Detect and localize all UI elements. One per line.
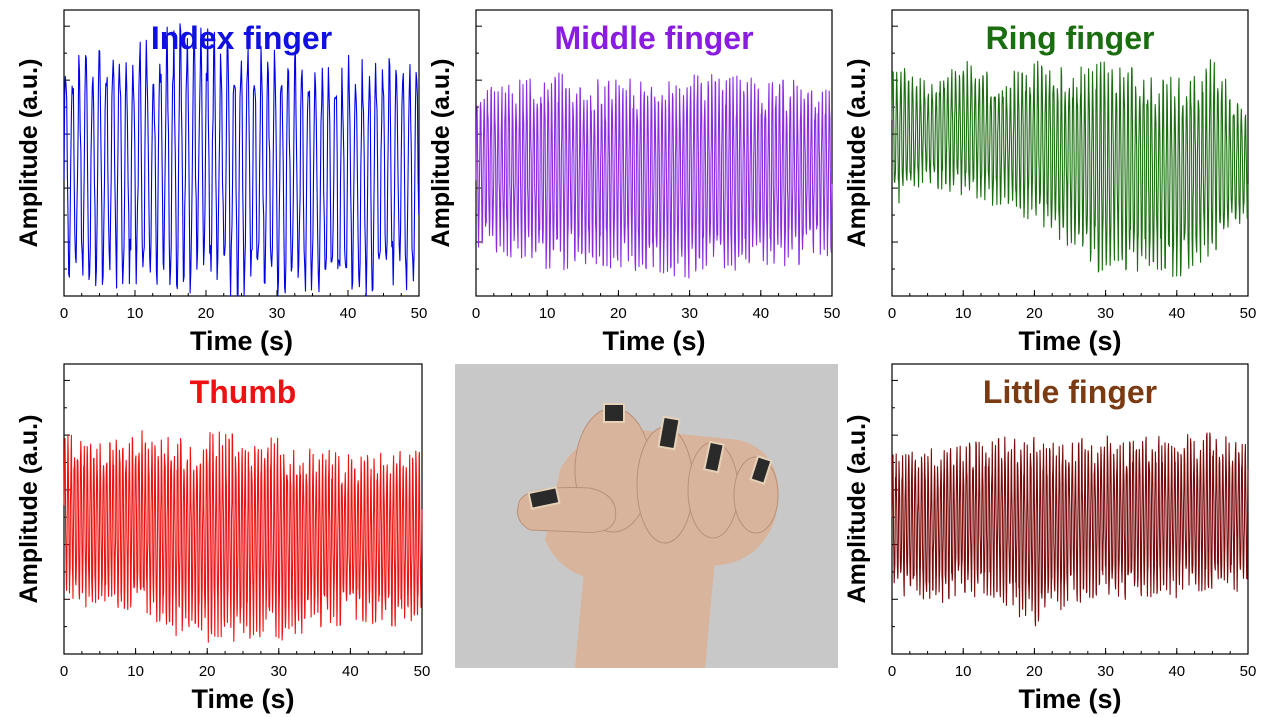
panel-thumb: 0 10 20 30 40 50 Thumb Time (s) Amplitude (a.u.) <box>15 363 431 714</box>
x-tick-label: 0 <box>888 305 896 322</box>
x-tick-label: 50 <box>414 663 431 680</box>
signal-trace <box>63 430 423 643</box>
panel-index-finger: 0 10 20 30 40 50 Index finger Time (s) Amplitude… <box>15 9 428 356</box>
signal-trace <box>891 59 1249 278</box>
panel-little-finger: 0 10 20 30 40 50 Little finger Time (s) Amplitud… <box>843 363 1257 714</box>
x-tick-label: 40 <box>1168 663 1185 680</box>
signal-trace <box>891 432 1249 627</box>
x-tick-label: 20 <box>1026 305 1043 322</box>
x-tick-label: 30 <box>1097 305 1114 322</box>
panel-title: Little finger <box>983 374 1157 410</box>
x-tick-label: 30 <box>1097 663 1114 680</box>
panel-ring-finger: 0 10 20 30 40 50 Ring finger Time (s) Amplitude … <box>843 9 1257 356</box>
x-axis-label: Time (s) <box>602 326 705 356</box>
x-tick-label: 40 <box>752 305 769 322</box>
x-tick-label: 50 <box>411 305 428 322</box>
hand-photo <box>455 364 838 668</box>
x-tick-label: 30 <box>270 663 287 680</box>
thumb-sensor <box>527 486 561 510</box>
panel-title: Ring finger <box>986 20 1155 56</box>
x-axis-label: Time (s) <box>1018 326 1121 356</box>
x-tick-label: 20 <box>610 305 627 322</box>
finger-sensor <box>703 440 725 474</box>
panel-title: Thumb <box>190 374 297 410</box>
finger-sensor <box>603 403 625 423</box>
x-tick-label: 10 <box>955 663 972 680</box>
y-axis-label: Amplitude (a.u.) <box>843 415 871 604</box>
signal-trace <box>63 23 420 297</box>
finger-sensor <box>657 415 681 451</box>
x-tick-label: 20 <box>1026 663 1043 680</box>
x-tick-label: 40 <box>340 305 357 322</box>
x-tick-label: 20 <box>198 305 215 322</box>
forearm <box>575 560 715 668</box>
x-axis-label: Time (s) <box>191 684 294 714</box>
x-tick-label: 0 <box>472 305 480 322</box>
y-axis-label: Amplitude (a.u.) <box>15 415 43 604</box>
panel-title: Index finger <box>151 20 332 56</box>
signal-trace <box>475 72 833 279</box>
panel-middle-finger: 0 10 20 30 40 50 Middle finger Time (s) Amplitud… <box>427 9 841 356</box>
x-axis-label: Time (s) <box>190 326 293 356</box>
y-axis-label: Amplitude (a.u.) <box>843 59 871 248</box>
x-tick-label: 50 <box>1240 305 1257 322</box>
x-tick-label: 10 <box>539 305 556 322</box>
x-axis-label: Time (s) <box>1018 684 1121 714</box>
x-tick-label: 0 <box>60 305 68 322</box>
panel-title: Middle finger <box>554 20 753 56</box>
x-tick-label: 30 <box>681 305 698 322</box>
x-tick-label: 50 <box>824 305 841 322</box>
finger-sensor <box>749 455 773 485</box>
y-axis-label: Amplitude (a.u.) <box>427 59 455 248</box>
x-tick-label: 30 <box>269 305 286 322</box>
y-axis-label: Amplitude (a.u.) <box>15 59 43 248</box>
x-tick-label: 40 <box>1168 305 1185 322</box>
x-tick-label: 0 <box>888 663 896 680</box>
x-tick-label: 20 <box>199 663 216 680</box>
x-tick-label: 10 <box>955 305 972 322</box>
x-tick-label: 10 <box>127 663 144 680</box>
x-tick-label: 50 <box>1240 663 1257 680</box>
x-tick-label: 0 <box>60 663 68 680</box>
x-tick-label: 40 <box>342 663 359 680</box>
x-tick-label: 10 <box>127 305 144 322</box>
